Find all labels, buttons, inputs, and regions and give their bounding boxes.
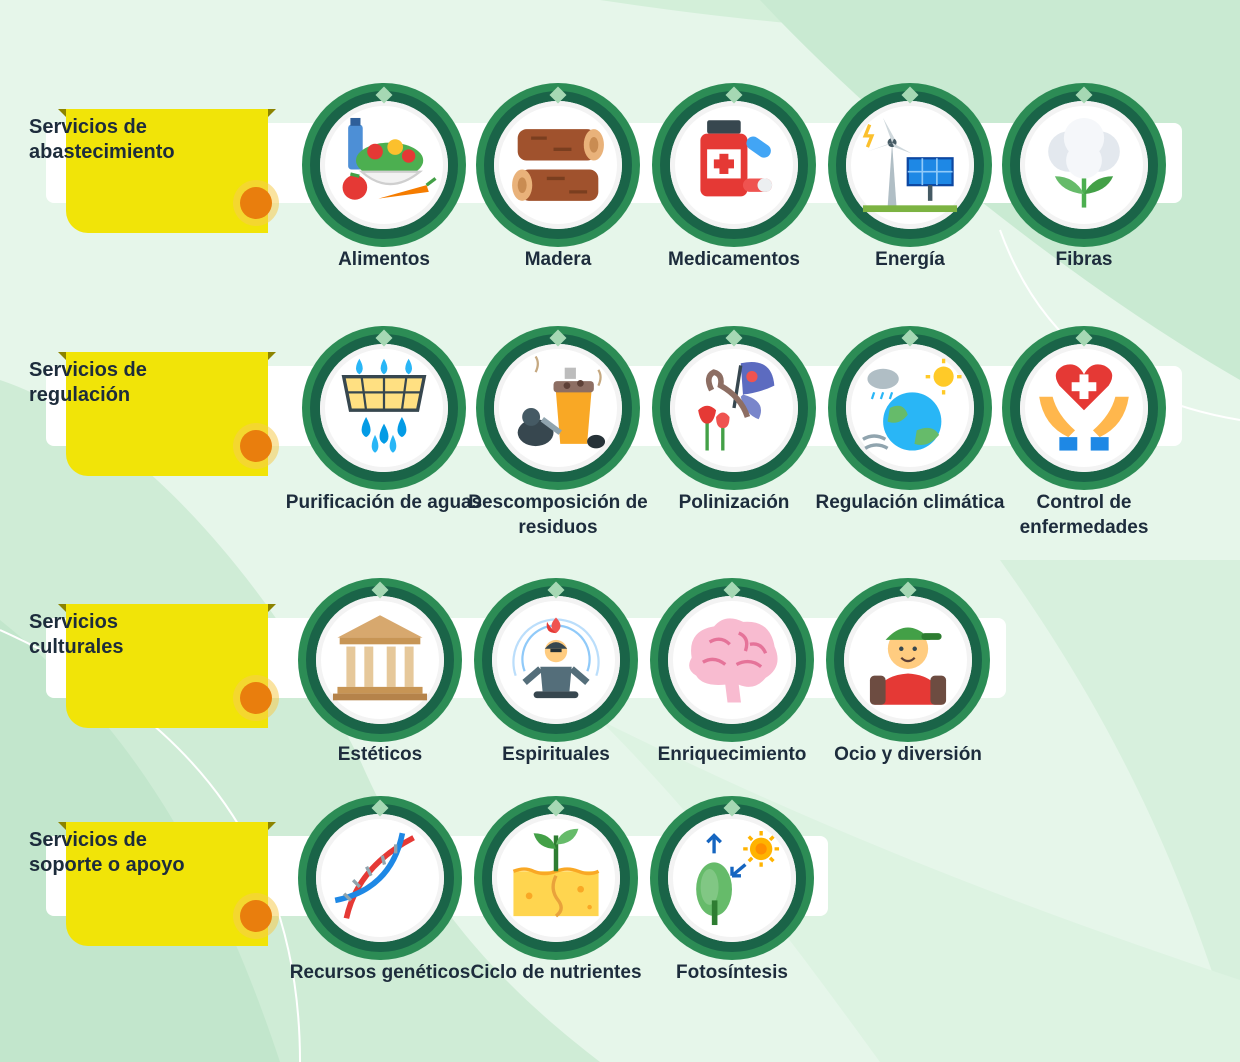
cotton-fiber-icon — [1048, 117, 1120, 208]
service-label: Ocio y diversión — [834, 744, 982, 765]
service-item: Medicamentos — [652, 83, 816, 323]
service-item: Energía — [828, 83, 992, 323]
service-label: Estéticos — [337, 744, 423, 765]
category-tag — [58, 109, 276, 233]
category-tag — [58, 352, 276, 476]
waste-decomposition-icon — [517, 355, 606, 449]
category-tag — [58, 822, 276, 946]
row-support: Servicios de soporte o apoyo Recursos ge… — [0, 796, 1240, 1036]
service-item: Alimentos — [302, 83, 466, 323]
medicine-icon — [700, 120, 773, 197]
service-item: Ciclo de nutrientes — [470, 796, 642, 1036]
service-label: Control de enfermedades — [1019, 492, 1149, 538]
service-label: Espirituales — [502, 744, 610, 765]
wood-logs-icon — [512, 129, 604, 201]
meditation-icon — [512, 617, 600, 699]
hiker-icon — [869, 627, 947, 705]
service-label: Energía — [875, 249, 945, 270]
service-label: Ciclo de nutrientes — [470, 962, 642, 983]
service-label: Recursos genéticos — [289, 962, 471, 983]
service-item: Fotosíntesis — [650, 796, 814, 1036]
service-item: Espirituales — [474, 578, 638, 818]
sprout-soil-icon — [512, 828, 600, 918]
category-title: Servicios culturales — [29, 611, 124, 658]
service-item: Ocio y diversión — [826, 578, 990, 818]
row-provisioning: Servicios de abastecimiento Alimentos Ma… — [0, 83, 1240, 323]
service-label: Madera — [524, 249, 592, 270]
classical-building-icon — [332, 615, 428, 701]
category-title: Servicios de abastecimiento — [29, 116, 175, 163]
row-cultural: Servicios culturales Estéticos — [0, 578, 1240, 818]
service-item: Purificación de aguas — [286, 326, 482, 566]
service-label: Descomposición de residuos — [468, 492, 648, 538]
service-label: Fibras — [1055, 249, 1113, 270]
service-item: Enriquecimiento — [650, 578, 814, 818]
service-item: Recursos genéticos — [290, 796, 470, 1036]
brain-icon — [689, 618, 778, 703]
service-item: Madera — [476, 83, 640, 323]
butterfly-flowers-icon — [698, 361, 775, 451]
dna-icon — [334, 832, 415, 919]
climate-earth-icon — [862, 358, 962, 451]
wind-solar-energy-icon — [862, 117, 958, 213]
service-label: Fotosíntesis — [676, 962, 788, 983]
service-label: Enriquecimiento — [657, 744, 807, 765]
category-title: Servicios de soporte o apoyo — [29, 829, 185, 876]
service-item: Estéticos — [298, 578, 462, 818]
category-title: Servicios de regulación — [29, 359, 147, 406]
service-label: Polinización — [678, 492, 790, 513]
row-regulation: Servicios de regulación Purificación de … — [0, 326, 1240, 566]
service-item: Descomposición de residuos — [468, 326, 648, 566]
water-filter-icon — [341, 358, 427, 453]
service-item: Control de enfermedades — [1002, 326, 1166, 566]
service-label: Purificación de aguas — [285, 492, 483, 513]
service-label: Regulación climática — [815, 492, 1005, 513]
orange-dot-icon — [240, 187, 272, 219]
orange-dot-icon — [240, 430, 272, 462]
orange-dot-icon — [240, 900, 272, 932]
service-label: Alimentos — [338, 249, 430, 270]
tree-sun-icon — [696, 830, 780, 926]
service-item: Fibras — [1002, 83, 1166, 323]
service-item: Polinización — [652, 326, 816, 566]
category-tag — [58, 604, 276, 728]
service-item: Regulación climática — [815, 326, 1005, 566]
service-label: Medicamentos — [668, 249, 800, 270]
heart-hands-icon — [1039, 364, 1129, 451]
food-icon — [342, 117, 437, 200]
orange-dot-icon — [240, 682, 272, 714]
